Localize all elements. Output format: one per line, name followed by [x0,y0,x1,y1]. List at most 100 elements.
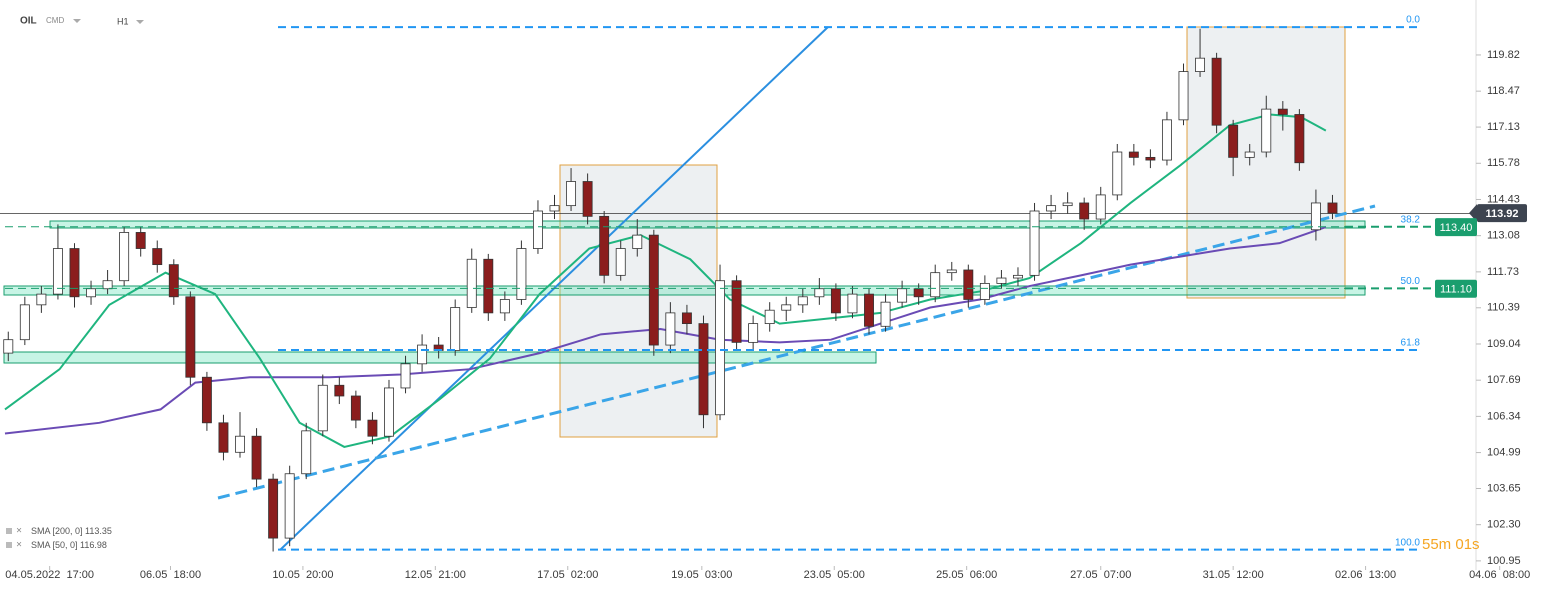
candle-body [731,280,742,343]
candle-body [152,248,163,266]
candle-body [450,307,461,351]
y-tick-label: 107.69 [1487,374,1521,386]
highlight-box [1186,26,1346,299]
candle-body [1145,156,1156,161]
support-zone [49,220,1366,229]
candle-body [1161,119,1172,161]
candle-body [466,258,477,308]
x-tick-label: 04.05.2022 17:00 [5,569,94,581]
sma-line [4,113,1327,448]
y-tick-label: 113.08 [1487,230,1520,242]
candle-body [1244,151,1255,158]
candle-body [1277,108,1288,115]
candle-body [913,288,924,298]
candle-body [698,323,709,416]
candle-body [52,248,63,295]
candle-body [201,376,212,424]
candle-body [632,234,643,249]
candle-body [715,280,725,416]
price-tag [1477,204,1527,223]
legend-value: 116.98 [80,540,107,550]
x-tick-label: 27.05 07:00 [1070,569,1131,581]
legend-entry: SMA [200, 0] 113.35 [31,526,112,536]
y-tick-label: 115.78 [1487,157,1520,169]
candle-body [516,248,527,300]
candle-body [235,435,245,453]
candle-body [963,269,974,300]
price-tag-label: 113.92 [1485,208,1518,220]
y-tick-label: 119.82 [1487,49,1520,61]
candle-body [830,288,841,314]
candle-body [86,288,96,298]
price-tag-arrow [1469,204,1477,223]
candle-body [268,478,279,539]
candle-body [797,296,808,306]
x-tick-label: 02.06 13:00 [1335,569,1396,581]
dropdown-icon[interactable] [136,20,144,24]
candle-body [1029,210,1040,276]
candle-body [1261,108,1272,153]
candle-body [582,181,593,217]
candle-body [615,248,626,276]
fib-label: 100.0 [1395,537,1420,548]
candle-body [1211,57,1222,126]
candle-body [350,395,361,421]
x-tick-label: 10.05 20:00 [272,569,333,581]
candle-body [864,293,874,327]
candle-body [979,282,990,300]
legend-entry: SMA [50, 0] 116.98 [31,540,107,550]
candle-body [648,234,659,346]
legend-close: × [16,540,22,551]
y-tick-label: 103.65 [1487,482,1521,494]
candle-body [1046,205,1057,212]
candle-body [1310,202,1321,231]
candle-body [1112,151,1123,196]
candle-body [102,280,113,290]
legend-name: SMA [200, 0] [31,526,83,536]
y-tick-label: 114.43 [1487,193,1520,205]
candle-body [284,473,295,539]
x-tick-label: 31.05 12:00 [1203,569,1264,581]
candle-body [996,277,1007,284]
price-tag [1435,279,1477,298]
dropdown-icon[interactable] [73,19,81,23]
candle-body [69,248,80,298]
candle-body [1095,194,1106,220]
candle-body [1079,202,1090,220]
market: CMD [46,16,64,25]
y-tick-label: 109.04 [1487,338,1521,350]
candle-body [897,288,908,303]
x-tick-label: 25.05 06:00 [936,569,997,581]
candle-body [681,312,692,325]
legend-name: SMA [50, 0] [31,540,78,550]
candle-body [549,205,560,212]
candle-body [334,384,345,397]
candle-body [814,288,825,298]
x-tick-label: 23.05 05:00 [804,569,865,581]
support-zone [3,285,1366,296]
y-tick-label: 111.73 [1487,266,1519,278]
legend-close: × [16,526,22,537]
candle-body [1228,124,1239,158]
legend-icon [6,542,12,548]
candle-body [599,215,610,276]
candle-body [665,312,676,346]
legend-value: 113.35 [85,526,112,536]
candle-body [384,387,394,437]
candle-body [781,304,792,311]
candle-body [748,323,759,343]
symbol: OIL [20,16,37,27]
interval[interactable]: H1 [117,16,129,26]
candle-body [1327,202,1338,214]
fib-label: 61.8 [1401,338,1421,349]
price-tag [1435,218,1477,237]
x-tick-label: 19.05 03:00 [671,569,732,581]
support-zone [3,351,877,364]
y-tick-label: 118.47 [1487,85,1520,97]
candle-body [483,258,494,314]
candle-body [1128,151,1139,158]
candle-body [417,344,428,365]
y-tick-label: 106.34 [1487,410,1521,422]
